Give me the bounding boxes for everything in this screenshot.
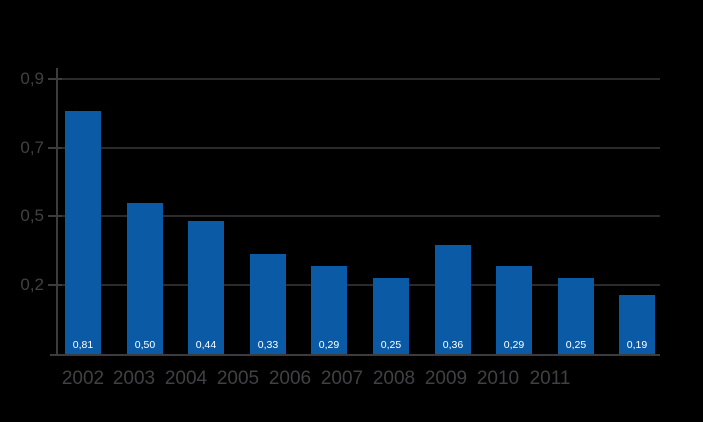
x-axis-label: 2005 xyxy=(216,368,260,389)
x-axis-label: 2008 xyxy=(372,368,416,389)
bar-value-label: 0,50 xyxy=(134,339,156,351)
y-tick xyxy=(48,78,62,80)
y-tick-label: 0,9 xyxy=(20,69,44,88)
y-tick-label: 0,7 xyxy=(20,138,44,157)
bar: 0,25 xyxy=(558,278,594,356)
y-tick-label: 0,2 xyxy=(20,275,44,294)
bar-value-label: 0,33 xyxy=(257,339,279,351)
y-tick xyxy=(48,215,62,217)
bar: 0,36 xyxy=(435,245,471,356)
x-axis-label: 2007 xyxy=(320,368,364,389)
bar-value-label: 0,29 xyxy=(503,339,525,351)
x-axis-label: 2004 xyxy=(164,368,208,389)
bar: 0,33 xyxy=(250,254,286,356)
bar-value-label: 0,44 xyxy=(195,339,217,351)
gridline xyxy=(57,78,660,80)
bar: 0,29 xyxy=(496,266,532,356)
gridline xyxy=(57,284,660,286)
x-axis-label: 2003 xyxy=(112,368,156,389)
y-tick-label: 0,5 xyxy=(20,206,44,225)
bar-value-label: 0,36 xyxy=(442,339,464,351)
y-tick xyxy=(48,284,62,286)
bar: 0,44 xyxy=(188,221,224,356)
gridline xyxy=(57,147,660,149)
x-axis-label: 2006 xyxy=(268,368,312,389)
bar-value-label: 0,29 xyxy=(318,339,340,351)
bar: 0,25 xyxy=(373,278,409,356)
bar: 0,81 xyxy=(65,111,101,356)
bar: 0,19 xyxy=(619,295,655,356)
y-tick xyxy=(48,147,62,149)
bar-value-label: 0,19 xyxy=(626,339,648,351)
x-axis-label: 2009 xyxy=(424,368,468,389)
bar: 0,50 xyxy=(127,203,163,356)
x-axis-line xyxy=(50,354,660,356)
gridline xyxy=(57,215,660,217)
bar-value-label: 0,25 xyxy=(380,339,402,351)
y-axis-line xyxy=(56,68,58,356)
x-axis-label: 2010 xyxy=(476,368,520,389)
x-axis-label: 2002 xyxy=(61,368,105,389)
x-axis-label: 2011 xyxy=(529,368,571,389)
bar: 0,29 xyxy=(311,266,347,356)
bar-value-label: 0,25 xyxy=(565,339,587,351)
bar-value-label: 0,81 xyxy=(72,339,94,351)
